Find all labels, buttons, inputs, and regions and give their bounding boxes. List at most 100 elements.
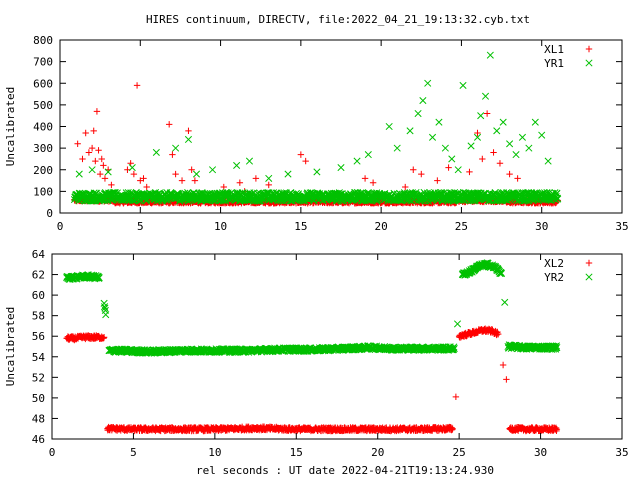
data-point — [410, 166, 417, 173]
data-point — [385, 122, 393, 131]
data-point — [302, 157, 309, 165]
x-tick-label: 25 — [455, 220, 468, 233]
data-point — [369, 179, 377, 186]
data-point — [313, 168, 321, 176]
data-point — [143, 183, 150, 191]
data-point — [284, 170, 292, 178]
data-point — [245, 157, 254, 165]
series-yr1 — [70, 51, 562, 205]
x-tick-label: 30 — [534, 446, 547, 459]
series-yr2 — [63, 259, 561, 357]
legend-label-yr2: YR2 — [544, 271, 564, 284]
x-tick-label: 5 — [130, 446, 137, 459]
data-point — [133, 82, 141, 89]
data-point — [353, 157, 361, 165]
x-tick-label: 0 — [57, 220, 64, 233]
y-tick-label: 700 — [33, 56, 53, 69]
x-tick-label: 25 — [453, 446, 466, 459]
data-point — [501, 298, 509, 306]
data-point — [479, 155, 486, 163]
data-point — [414, 109, 422, 118]
data-point — [108, 181, 115, 189]
data-point — [92, 157, 99, 165]
data-point — [297, 151, 305, 158]
data-point — [473, 133, 482, 141]
data-point — [518, 133, 526, 141]
y-tick-label: 46 — [32, 433, 45, 446]
data-point — [79, 155, 86, 163]
data-point — [264, 189, 272, 197]
data-point — [140, 175, 147, 182]
y-axis-label: Uncalibrated — [4, 307, 17, 386]
y-tick-label: 64 — [32, 248, 46, 261]
data-point — [408, 197, 416, 205]
x-tick-label: 10 — [214, 220, 227, 233]
x-tick-label: 0 — [49, 446, 56, 459]
y-tick-label: 800 — [33, 34, 53, 47]
data-point — [101, 175, 109, 182]
y-tick-label: 60 — [32, 289, 45, 302]
data-point — [184, 135, 193, 144]
data-point — [265, 174, 273, 182]
data-point — [74, 140, 81, 147]
data-point — [393, 144, 401, 152]
y-tick-label: 400 — [33, 121, 53, 134]
data-point — [75, 170, 83, 178]
data-point — [88, 144, 96, 152]
data-point — [531, 118, 539, 126]
data-point — [474, 129, 481, 137]
data-point — [424, 79, 432, 87]
data-point — [459, 81, 467, 89]
data-point — [525, 144, 533, 152]
y-tick-label: 54 — [32, 351, 46, 364]
x-tick-label: 35 — [615, 446, 628, 459]
data-point — [192, 170, 201, 178]
legend-marker-yr1 — [585, 59, 593, 67]
data-point — [265, 181, 272, 189]
data-point — [191, 177, 199, 184]
data-point — [503, 376, 510, 383]
x-tick-label: 10 — [208, 446, 221, 459]
data-point — [406, 127, 414, 135]
legend-marker-yr2 — [585, 273, 593, 281]
data-point — [483, 110, 491, 117]
data-point — [95, 147, 102, 154]
y-tick-label: 0 — [46, 207, 53, 220]
data-point — [172, 144, 180, 152]
data-point — [512, 151, 520, 159]
data-point — [493, 127, 501, 135]
legend-label-xl2: XL2 — [544, 257, 564, 270]
y-tick-label: 56 — [32, 330, 45, 343]
data-point — [496, 160, 504, 167]
data-point — [88, 166, 96, 174]
data-point — [96, 170, 104, 178]
data-point — [490, 149, 497, 156]
x-tick-label: 20 — [375, 220, 388, 233]
data-point — [252, 175, 260, 182]
legend-label-yr1: YR1 — [544, 57, 564, 70]
data-point — [499, 361, 507, 369]
data-point — [453, 320, 462, 328]
chart-bottom: 0 5 10 15 20 25 30 3546485052545658606264Uncali… — [4, 248, 629, 477]
y-tick-label: 50 — [32, 392, 45, 405]
x-tick-label: 20 — [371, 446, 384, 459]
data-point — [544, 157, 552, 165]
data-point — [486, 51, 494, 59]
data-point — [554, 195, 562, 203]
data-point — [93, 108, 101, 115]
data-point — [188, 166, 195, 173]
data-point — [448, 155, 456, 163]
data-point — [178, 177, 186, 184]
data-point — [172, 170, 179, 178]
data-point — [435, 118, 443, 126]
data-point — [538, 131, 546, 139]
x-tick-label: 35 — [615, 220, 628, 233]
data-point — [452, 393, 460, 401]
y-tick-label: 58 — [32, 310, 45, 323]
data-point — [428, 133, 437, 141]
y-tick-label: 200 — [33, 164, 53, 177]
data-point — [82, 129, 89, 137]
